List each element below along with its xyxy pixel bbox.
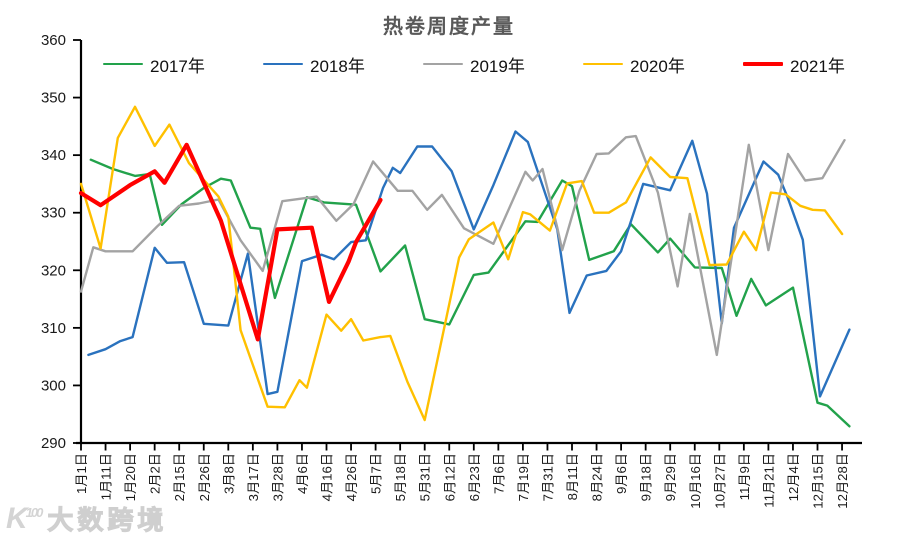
y-axis-label: 340 <box>41 147 66 164</box>
x-axis-label: 5月18日 <box>393 453 408 501</box>
x-axis-label: 2月2日 <box>148 453 163 494</box>
x-axis-label: 3月28日 <box>270 453 285 501</box>
x-axis-label: 2月26日 <box>197 453 212 501</box>
y-axis-label: 320 <box>41 262 66 279</box>
legend-swatch-icon <box>423 62 463 66</box>
legend-label: 2018年 <box>310 56 365 76</box>
x-axis-label: 3月17日 <box>246 453 261 501</box>
legend-label: 2021年 <box>790 56 845 76</box>
legend-item-2017年: 2017年 <box>103 52 205 76</box>
x-axis-label: 5月31日 <box>418 453 433 501</box>
x-axis-label: 5月7日 <box>369 453 384 494</box>
legend-item-2019年: 2019年 <box>423 52 525 76</box>
x-axis-label: 3月8日 <box>221 453 236 494</box>
x-axis-label: 8月24日 <box>590 453 605 501</box>
x-axis-label: 6月23日 <box>467 453 482 501</box>
watermark: K100 大数跨境 <box>6 500 167 537</box>
watermark-text: 大数跨境 <box>47 505 168 536</box>
series-line-2021年 <box>78 142 383 342</box>
x-axis-label: 8月11日 <box>565 453 580 500</box>
legend-item-2018年: 2018年 <box>263 52 365 76</box>
y-axis-label: 330 <box>41 205 66 222</box>
y-axis-label: 290 <box>41 435 66 452</box>
y-axis-label: 360 <box>41 32 66 49</box>
legend-swatch-icon <box>263 62 303 66</box>
x-axis-label: 6月12日 <box>442 453 457 501</box>
series-line-2017年 <box>89 158 851 428</box>
legend-label: 2020年 <box>630 56 685 76</box>
x-axis-label: 9月18日 <box>639 453 654 501</box>
watermark-logo-icon: K100 <box>6 501 43 535</box>
x-axis-label: 7月6日 <box>491 453 506 494</box>
x-axis-label: 11月9日 <box>737 453 752 500</box>
x-axis-label: 9月6日 <box>614 453 629 494</box>
x-axis-label: 1月11日 <box>99 453 114 500</box>
x-axis-label: 4月6日 <box>295 453 310 494</box>
legend-label: 2019年 <box>470 56 525 76</box>
chart-title: 热卷周度产量 <box>383 16 515 38</box>
x-axis-label: 12月4日 <box>786 453 801 501</box>
x-axis-label: 9月29日 <box>663 453 678 501</box>
y-axis-label: 350 <box>41 90 66 107</box>
legend-item-2021年: 2021年 <box>743 52 845 76</box>
x-axis-label: 11月21日 <box>761 453 776 508</box>
legend-swatch-icon <box>743 62 783 66</box>
x-axis-label: 7月31日 <box>540 453 555 501</box>
legend-item-2020年: 2020年 <box>583 52 685 76</box>
series-line-2020年 <box>79 105 844 422</box>
x-axis-label: 10月16日 <box>688 453 703 509</box>
x-axis-label: 10月27日 <box>712 453 727 509</box>
x-axis-label: 4月26日 <box>344 453 359 501</box>
legend: 2017年 2018年 2019年 2020年 2021年 <box>0 52 898 76</box>
y-axis-label: 300 <box>41 377 66 394</box>
x-axis-label: 2月15日 <box>172 453 187 501</box>
x-axis-label: 1月20日 <box>123 453 138 501</box>
series-line-2018年 <box>87 130 851 398</box>
x-axis-label: 7月19日 <box>516 453 531 501</box>
x-axis-label: 4月16日 <box>320 453 335 501</box>
y-axis-label: 310 <box>41 320 66 337</box>
legend-swatch-icon <box>103 62 143 66</box>
legend-label: 2017年 <box>150 56 205 76</box>
x-axis-label: 12月28日 <box>835 453 850 509</box>
x-axis-label: 12月15日 <box>811 453 826 509</box>
legend-swatch-icon <box>583 62 623 66</box>
x-axis-label: 1月1日 <box>74 453 89 494</box>
